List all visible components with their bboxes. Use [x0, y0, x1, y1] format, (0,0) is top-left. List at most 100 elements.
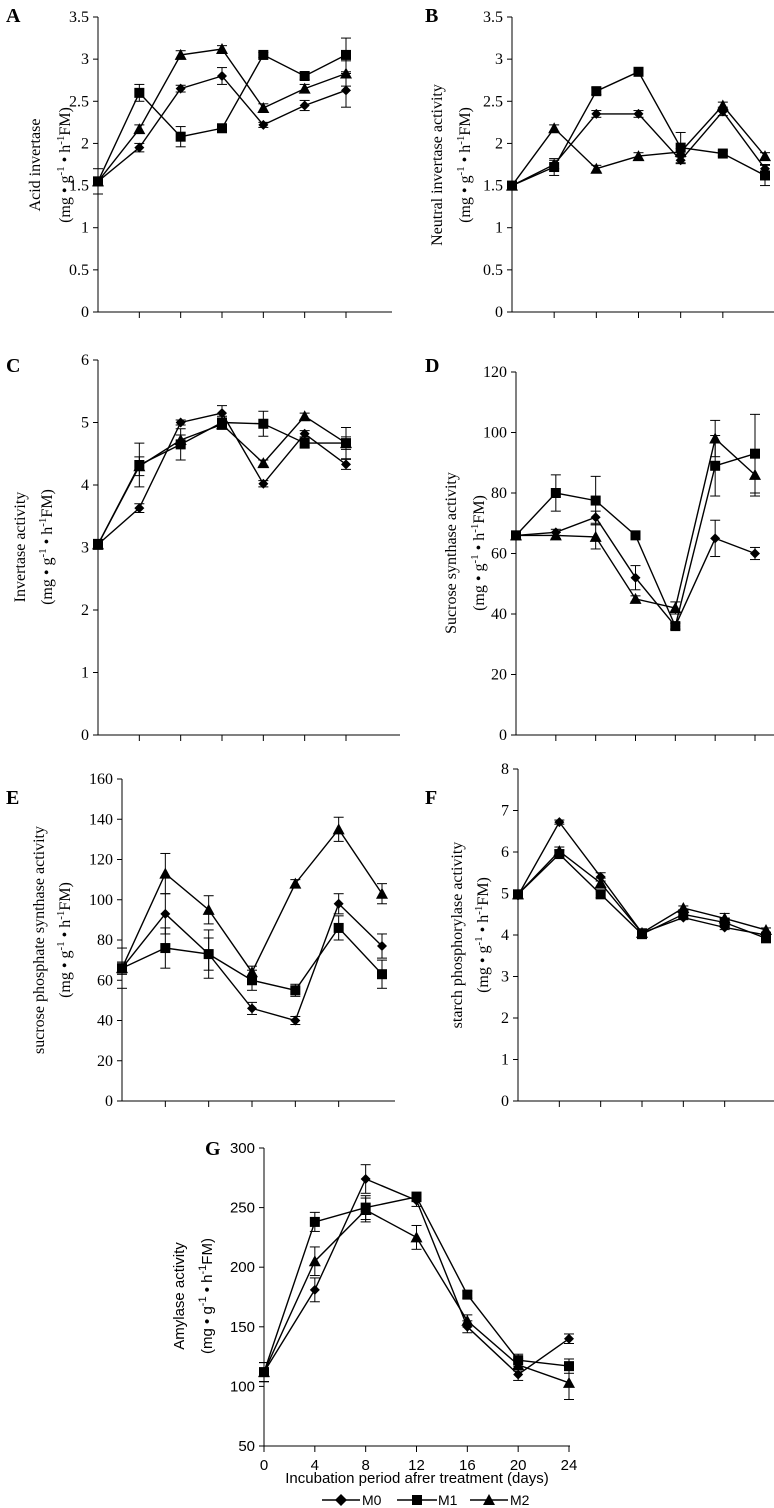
- triangle-marker-icon: [340, 437, 352, 449]
- series-line: [263, 1178, 570, 1376]
- series-line: [97, 415, 347, 545]
- triangle-marker-icon: [289, 877, 302, 889]
- panel-letter: A: [6, 5, 21, 27]
- x-tick-label: 4: [311, 1457, 319, 1474]
- y-tick-label: 20: [97, 1053, 113, 1070]
- panel-letter: C: [6, 355, 20, 377]
- triangle-marker-icon: [553, 845, 566, 857]
- legend-entry-M1: M1: [397, 1492, 458, 1508]
- panel-letter: F: [425, 787, 437, 809]
- triangle-marker-icon: [760, 924, 772, 936]
- y-tick-label: 0: [495, 304, 503, 321]
- square-marker-icon: [299, 438, 310, 449]
- panel-E: E 0 20 40 60 80 100 120 140 160 sucrose phosphat…: [6, 771, 395, 1110]
- y-tick-label: 60: [491, 546, 507, 563]
- x-tick-label: 16: [459, 1457, 476, 1474]
- triangle-marker-icon: [376, 887, 388, 899]
- triangle-marker-icon: [332, 823, 345, 835]
- triangle-marker-icon: [483, 1494, 495, 1505]
- y-tick-label: 6: [501, 844, 509, 861]
- diamond-marker-icon: [258, 119, 269, 130]
- diamond-marker-icon: [217, 71, 227, 81]
- panel-A: A 0 0.5 1 1.5 2 2.5 3 3.5 Acid invertase (mg • …: [6, 5, 392, 321]
- series-layer: [92, 405, 352, 550]
- y-tick-label: 0.5: [483, 262, 503, 279]
- y-tick-label: 160: [89, 771, 113, 788]
- square-marker-icon: [377, 969, 387, 980]
- triangle-marker-icon: [340, 67, 352, 79]
- triangle-marker-icon: [506, 179, 518, 191]
- y-tick-label: 250: [230, 1200, 255, 1217]
- series-M1: [259, 1191, 574, 1383]
- square-marker-icon: [290, 985, 301, 996]
- y-tick-label: 3: [81, 540, 89, 557]
- x-tick-label: 24: [561, 1457, 578, 1474]
- triangle-marker-icon: [258, 1366, 270, 1378]
- triangle-marker-icon: [510, 529, 522, 541]
- triangle-marker-icon: [257, 457, 270, 469]
- triangle-marker-icon: [759, 150, 771, 162]
- square-marker-icon: [411, 1191, 422, 1202]
- panel-C: C 0 1 2 3 4 5 6 Invertase activity (mg • g-1 •…: [6, 352, 400, 744]
- diamond-marker-icon: [750, 548, 760, 559]
- y-tick-label: 8: [501, 761, 509, 778]
- diamond-marker-icon: [335, 1494, 347, 1506]
- series-M2: [116, 816, 388, 979]
- series-M0: [511, 510, 760, 632]
- y-tick-label: 2.5: [69, 93, 89, 110]
- square-marker-icon: [595, 889, 606, 900]
- triangle-marker-icon: [174, 48, 187, 60]
- diamond-marker-icon: [299, 428, 310, 439]
- legend-label: M1: [438, 1492, 458, 1508]
- triangle-marker-icon: [133, 123, 146, 135]
- y-tick-label: 3.5: [69, 9, 89, 26]
- series-M2: [510, 419, 761, 615]
- triangle-marker-icon: [563, 1376, 575, 1388]
- y-axis-units-label: (mg • g-1 • h-1FM): [37, 489, 56, 605]
- diamond-marker-icon: [290, 1015, 301, 1026]
- triangle-marker-icon: [298, 82, 311, 94]
- square-marker-icon: [160, 943, 171, 954]
- x-tick-label: 20: [510, 1457, 527, 1474]
- series-layer: [258, 1164, 575, 1401]
- square-marker-icon: [341, 49, 351, 60]
- y-tick-label: 120: [89, 852, 113, 869]
- triangle-marker-icon: [589, 530, 602, 542]
- square-marker-icon: [247, 975, 257, 986]
- y-axis-label: Acid invertase: [27, 119, 44, 212]
- diamond-marker-icon: [341, 459, 351, 470]
- y-tick-label: 100: [230, 1378, 255, 1395]
- square-marker-icon: [203, 949, 214, 960]
- y-tick-label: 0: [81, 304, 89, 321]
- square-marker-icon: [217, 123, 227, 134]
- diamond-marker-icon: [591, 108, 602, 119]
- axes-group: 0 20 40 60 80 100 120: [483, 364, 774, 744]
- square-marker-icon: [760, 170, 770, 181]
- y-tick-label: 40: [97, 1013, 113, 1030]
- square-marker-icon: [258, 418, 269, 429]
- diamond-marker-icon: [299, 100, 310, 111]
- triangle-marker-icon: [159, 867, 172, 879]
- triangle-marker-icon: [677, 902, 690, 914]
- legend-entry-M2: M2: [470, 1492, 530, 1508]
- series-M0: [513, 817, 771, 940]
- series-M2: [92, 410, 352, 550]
- y-tick-label: 1: [81, 665, 89, 682]
- diamond-marker-icon: [333, 898, 344, 909]
- x-tick-label: 8: [361, 1457, 369, 1474]
- diamond-marker-icon: [134, 503, 145, 514]
- y-tick-label: 1: [495, 220, 503, 237]
- panel-letter: B: [425, 5, 438, 27]
- series-layer: [116, 816, 388, 1026]
- panel-letter: G: [205, 1138, 221, 1160]
- triangle-marker-icon: [410, 1231, 423, 1243]
- series-M1: [117, 915, 387, 997]
- triangle-marker-icon: [548, 122, 561, 134]
- y-tick-label: 4: [501, 927, 509, 944]
- diamond-marker-icon: [564, 1333, 574, 1344]
- y-axis-label: Amylase activity: [171, 1242, 188, 1350]
- triangle-marker-icon: [216, 418, 228, 430]
- y-axis-units-label: (mg • g-1 • h-1FM): [55, 882, 74, 998]
- triangle-marker-icon: [216, 43, 228, 55]
